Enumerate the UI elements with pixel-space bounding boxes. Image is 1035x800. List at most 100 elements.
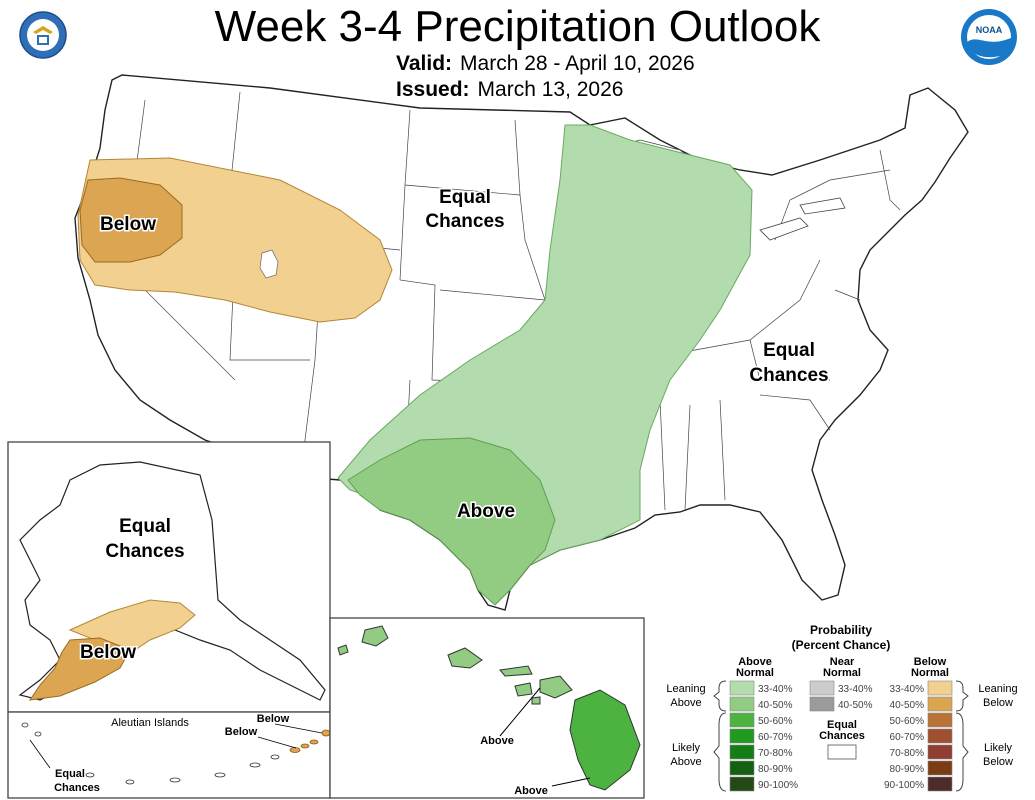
east-equal-label-2: Chances xyxy=(749,365,828,386)
legend-near-label-0: 33-40% xyxy=(838,684,873,695)
aleutian-equal-leader xyxy=(29,739,51,769)
legend-below-label-3: 60-70% xyxy=(890,732,925,743)
legend-above-head-2: Normal xyxy=(736,667,774,679)
legend-title-2: (Percent Chance) xyxy=(792,638,891,652)
valid-value: March 28 - April 10, 2026 xyxy=(460,52,695,75)
legend-above-swatch-6 xyxy=(729,776,755,792)
legend-likely-below-label-2: Below xyxy=(983,756,1013,768)
legend-below-swatch-6 xyxy=(927,776,953,792)
legend-leaning-below-label-2: Below xyxy=(983,697,1013,709)
legend-leaning-above-brace xyxy=(713,680,727,712)
noaa-logo-icon: NOAA xyxy=(961,9,1017,65)
legend-below-label-1: 40-50% xyxy=(890,700,925,711)
hawaii-above-leader-1 xyxy=(499,687,541,737)
legend-title-1: Probability xyxy=(810,623,872,637)
alaska-equal-label-1: Equal xyxy=(119,516,171,537)
alaska-equal-label-2: Chances xyxy=(105,541,184,562)
legend-likely-above-label-1: Likely xyxy=(672,742,701,754)
hawaii-above-label-2: Above xyxy=(514,785,548,797)
issued-line: Issued: March 13, 2026 xyxy=(396,78,623,102)
legend-above-swatch-5 xyxy=(729,760,755,776)
legend-below-swatch-0 xyxy=(927,680,953,696)
texas-above-40-region xyxy=(347,437,556,606)
legend-below-head-2: Normal xyxy=(911,667,949,679)
west-below-40-region xyxy=(79,177,183,263)
legend-below-swatch-3 xyxy=(927,728,953,744)
legend-likely-above-brace xyxy=(713,712,727,792)
legend-below-label-2: 50-60% xyxy=(890,716,925,727)
legend-above-label-1: 40-50% xyxy=(758,700,793,711)
aleutian-title: Aleutian Islands xyxy=(111,717,189,729)
aleutian-below-label-2: Below xyxy=(225,726,258,738)
legend-above-label-0: 33-40% xyxy=(758,684,793,695)
legend-below-label-5: 80-90% xyxy=(890,764,925,775)
hawaii-above-leader-2 xyxy=(551,777,591,787)
aleutian-islands xyxy=(21,722,280,785)
legend-likely-below-brace xyxy=(955,712,969,792)
legend-above-label-3: 60-70% xyxy=(758,732,793,743)
legend-leaning-below-label-1: Leaning xyxy=(978,683,1017,695)
page-title: Week 3-4 Precipitation Outlook xyxy=(214,2,821,51)
aleutian-below-leader-1 xyxy=(274,723,323,734)
legend: Probability (Percent Chance) Above Norma… xyxy=(666,623,1018,792)
legend-leaning-below-brace xyxy=(955,680,969,712)
east-equal-label-1: Equal xyxy=(763,340,815,361)
legend-below-label-6: 90-100% xyxy=(884,780,924,791)
legend-above-swatch-0 xyxy=(729,680,755,696)
aleutian-below-islands xyxy=(289,729,331,753)
legend-leaning-above-label-1: Leaning xyxy=(666,683,705,695)
legend-near-head-2: Normal xyxy=(823,667,861,679)
legend-near-label-1: 40-50% xyxy=(838,700,873,711)
legend-below-swatches xyxy=(927,680,953,792)
legend-equal-label-1: Equal xyxy=(827,719,857,731)
legend-above-swatches xyxy=(729,680,755,792)
legend-near-swatch-0 xyxy=(809,680,835,696)
legend-above-label-6: 90-100% xyxy=(758,780,798,791)
legend-above-swatch-4 xyxy=(729,744,755,760)
central-equal-label-1: Equal xyxy=(439,187,491,208)
hawaii-islands-leaning xyxy=(337,625,573,705)
legend-leaning-above-label-2: Above xyxy=(670,697,701,709)
aleutian-below-leader-2 xyxy=(257,736,297,749)
legend-below-swatch-2 xyxy=(927,712,953,728)
alaska-below-40-region xyxy=(28,637,131,701)
noaa-logo-text: NOAA xyxy=(976,25,1003,35)
issued-value: March 13, 2026 xyxy=(477,78,624,101)
legend-near-swatch-1 xyxy=(809,696,835,712)
legend-above-swatch-1 xyxy=(729,696,755,712)
aleutian-equal-label-1: Equal xyxy=(55,768,85,780)
west-below-label: Below xyxy=(100,214,156,235)
legend-below-swatch-4 xyxy=(927,744,953,760)
legend-above-head-1: Above xyxy=(738,656,772,668)
legend-likely-below-label-1: Likely xyxy=(984,742,1013,754)
valid-label: Valid: xyxy=(396,52,453,75)
legend-below-labels: 33-40% 40-50% 50-60% 60-70% 70-80% 80-90… xyxy=(884,684,924,791)
valid-line: Valid: March 28 - April 10, 2026 xyxy=(396,52,695,76)
legend-below-label-0: 33-40% xyxy=(890,684,925,695)
legend-below-swatch-5 xyxy=(927,760,953,776)
legend-likely-above-label-2: Above xyxy=(670,756,701,768)
legend-equal-label-2: Chances xyxy=(819,730,865,742)
legend-near-head-1: Near xyxy=(830,656,855,668)
hawaii-big-island xyxy=(569,689,641,791)
great-salt-lake xyxy=(259,249,279,279)
legend-above-labels: 33-40% 40-50% 50-60% 60-70% 70-80% 80-90… xyxy=(758,684,798,791)
legend-above-label-2: 50-60% xyxy=(758,716,793,727)
issued-label: Issued: xyxy=(396,78,470,101)
legend-below-head-1: Below xyxy=(914,656,947,668)
alaska-below-label: Below xyxy=(80,642,136,663)
legend-above-swatch-3 xyxy=(729,728,755,744)
aleutian-below-label-1: Below xyxy=(257,713,290,725)
central-equal-label-2: Chances xyxy=(425,211,504,232)
legend-above-label-5: 80-90% xyxy=(758,764,793,775)
aleutian-equal-label-2: Chances xyxy=(54,782,100,794)
hawaii-above-label-1: Above xyxy=(480,735,514,747)
legend-below-label-4: 70-80% xyxy=(890,748,925,759)
legend-below-swatch-1 xyxy=(927,696,953,712)
legend-above-label-4: 70-80% xyxy=(758,748,793,759)
doc-seal-icon xyxy=(19,11,67,59)
texas-above-label: Above xyxy=(457,501,515,522)
legend-above-swatch-2 xyxy=(729,712,755,728)
legend-equal-swatch xyxy=(827,744,857,760)
